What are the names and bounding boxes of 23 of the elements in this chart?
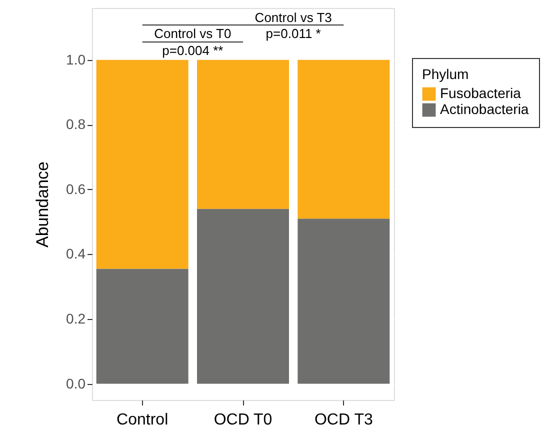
bar: [197, 60, 289, 209]
annotation: Control vs T0: [154, 26, 232, 41]
bar: [96, 268, 188, 384]
legend-title: Phylum: [422, 66, 469, 82]
bar: [298, 60, 390, 219]
x-tick-label: OCD T3: [314, 412, 373, 428]
legend-label: Actinobacteria: [440, 101, 529, 117]
y-axis-title: Abundance: [33, 161, 52, 248]
x-tick-label: OCD T0: [214, 412, 272, 428]
x-tick-label: Control: [116, 412, 168, 428]
bar: [197, 208, 289, 384]
y-tick-label: 0.2: [66, 310, 86, 327]
y-tick-label: 1.0: [66, 51, 86, 68]
y-tick-label: 0.6: [66, 180, 86, 197]
bar: [96, 60, 188, 269]
annotation: p=0.011 *: [266, 26, 321, 41]
legend-label: Fusobacteria: [440, 85, 522, 101]
annotation: Control vs T3: [254, 10, 332, 25]
y-tick-label: 0.8: [66, 116, 86, 132]
y-tick-label: 0.0: [66, 375, 86, 392]
y-tick-label: 0.4: [66, 246, 86, 262]
annotation: p=0.004 **: [162, 43, 224, 58]
bar: [298, 218, 390, 384]
